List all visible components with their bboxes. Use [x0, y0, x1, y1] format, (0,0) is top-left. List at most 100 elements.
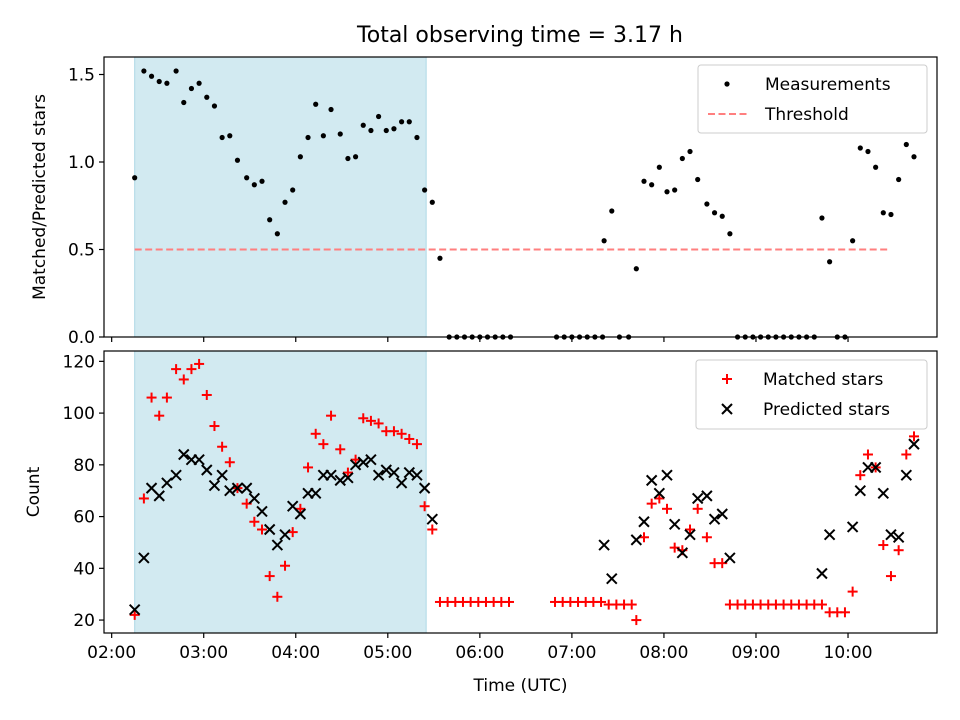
matched-star-point: [161, 392, 172, 403]
predicted-star-point: [701, 490, 713, 502]
matched-star-point: [186, 364, 197, 375]
measurement-point: [290, 187, 296, 193]
legend-measurements-label: Measurements: [765, 75, 891, 95]
matched-star-point: [404, 433, 415, 444]
matched-star-point: [178, 374, 189, 385]
matched-star-point: [388, 426, 399, 437]
matched-star-point: [908, 431, 919, 442]
x-tick-label: 05:00: [363, 643, 412, 663]
measurement-point: [173, 68, 179, 74]
measurement-point: [211, 103, 218, 109]
predicted-star-point: [365, 453, 377, 466]
matched-star-point: [701, 532, 712, 543]
predicted-star-point: [716, 508, 728, 520]
predicted-star-point: [334, 474, 346, 487]
predicted-star-point: [403, 466, 415, 479]
matched-star-point: [638, 532, 649, 543]
ratio-panel: 0.0 0.5 1.0 1.5 Matched/Predicted stars Mea…: [30, 56, 938, 348]
measurement-point: [695, 176, 701, 183]
predicted-star-point: [724, 552, 736, 564]
predicted-star-point: [708, 513, 721, 525]
x-tick-label: 03:00: [179, 643, 228, 663]
measurement-point: [656, 164, 662, 170]
measurement-point: [345, 155, 351, 162]
predicted-star-point: [153, 490, 165, 502]
matched-star-point: [893, 545, 904, 556]
predicted-star-point: [309, 487, 322, 500]
predicted-star-point: [208, 479, 221, 492]
measurement-point: [188, 85, 195, 92]
legend-plus-glyph: [722, 374, 732, 384]
measurement-point: [399, 119, 405, 125]
predicted-star-point: [395, 477, 408, 489]
predicted-star-point: [846, 521, 859, 533]
ratio-ytick-label: 0.5: [68, 241, 95, 261]
legend-matched-label: Matched stars: [763, 370, 883, 390]
legend-x-glyph: [721, 403, 733, 415]
measurement-point: [857, 145, 863, 151]
matched-star-point: [816, 599, 827, 610]
predicted-star-point: [201, 464, 213, 476]
x-tick-label: 02:00: [87, 643, 136, 663]
matched-star-point: [295, 503, 306, 514]
matched-star-point: [596, 596, 607, 607]
predicted-star-point: [342, 472, 354, 484]
matched-star-point: [138, 493, 149, 504]
matched-star-point: [839, 607, 850, 618]
ratio-highlight-span: [134, 56, 427, 338]
predicted-star-point: [325, 469, 337, 481]
count-panel: 20 40 60 80 100 120 02:00 03:00 04:00 05:00 06:00…: [24, 350, 938, 696]
measurement-point: [609, 208, 615, 214]
matched-star-point: [358, 413, 369, 424]
predicted-star-point: [128, 604, 141, 616]
predicted-star-point: [676, 547, 689, 559]
predicted-star-point: [668, 518, 681, 531]
matched-star-point: [692, 503, 703, 514]
predicted-star-point: [349, 459, 362, 471]
predicted-star-point: [645, 474, 658, 487]
measurement-point: [132, 175, 138, 181]
matched-star-point: [411, 439, 422, 450]
predicted-star-point: [426, 513, 438, 525]
measurement-point: [406, 119, 412, 125]
legend-measurements-marker: [724, 81, 730, 87]
ratio-legend: Measurements Threshold: [697, 64, 928, 134]
predicted-star-point: [869, 461, 882, 474]
matched-star-point: [129, 609, 140, 620]
matched-star-point: [303, 462, 314, 473]
matched-star-point: [654, 493, 665, 504]
measurement-point: [244, 175, 250, 181]
measurement-point: [888, 211, 894, 218]
predicted-star-point: [294, 508, 307, 520]
measurement-point: [156, 78, 162, 85]
measurement-point: [641, 178, 647, 184]
matched-star-point: [847, 586, 858, 597]
predicted-star-point: [684, 528, 696, 541]
chart-title: Total observing time = 3.17 h: [356, 23, 683, 48]
predicted-star-point: [380, 464, 392, 476]
measurement-point: [259, 178, 265, 184]
predicted-star-point: [418, 482, 431, 494]
measurement-point: [429, 199, 435, 205]
x-tick-label: 08:00: [639, 643, 688, 663]
measurement-point: [383, 127, 389, 134]
ratio-legend-box: [697, 64, 928, 134]
count-y-axis-label: Count: [24, 466, 44, 517]
ratio-ytick-label: 0.0: [68, 328, 95, 348]
measurement-point: [896, 176, 902, 183]
predicted-star-point: [372, 469, 385, 481]
x-tick-label: 09:00: [731, 643, 780, 663]
predicted-star-point: [908, 438, 920, 450]
legend-threshold-label: Threshold: [764, 105, 849, 125]
matched-star-point: [217, 441, 228, 452]
predicted-star-point: [279, 528, 291, 541]
matched-star-point: [646, 498, 657, 509]
predicted-star-point: [193, 453, 205, 466]
predicted-star-point: [823, 528, 836, 541]
matched-star-point: [878, 540, 889, 551]
matched-star-point: [201, 389, 212, 400]
matched-star-point: [146, 392, 157, 403]
predicted-star-point: [216, 469, 228, 481]
x-tick-label: 10:00: [824, 643, 873, 663]
measurement-point: [164, 80, 170, 86]
